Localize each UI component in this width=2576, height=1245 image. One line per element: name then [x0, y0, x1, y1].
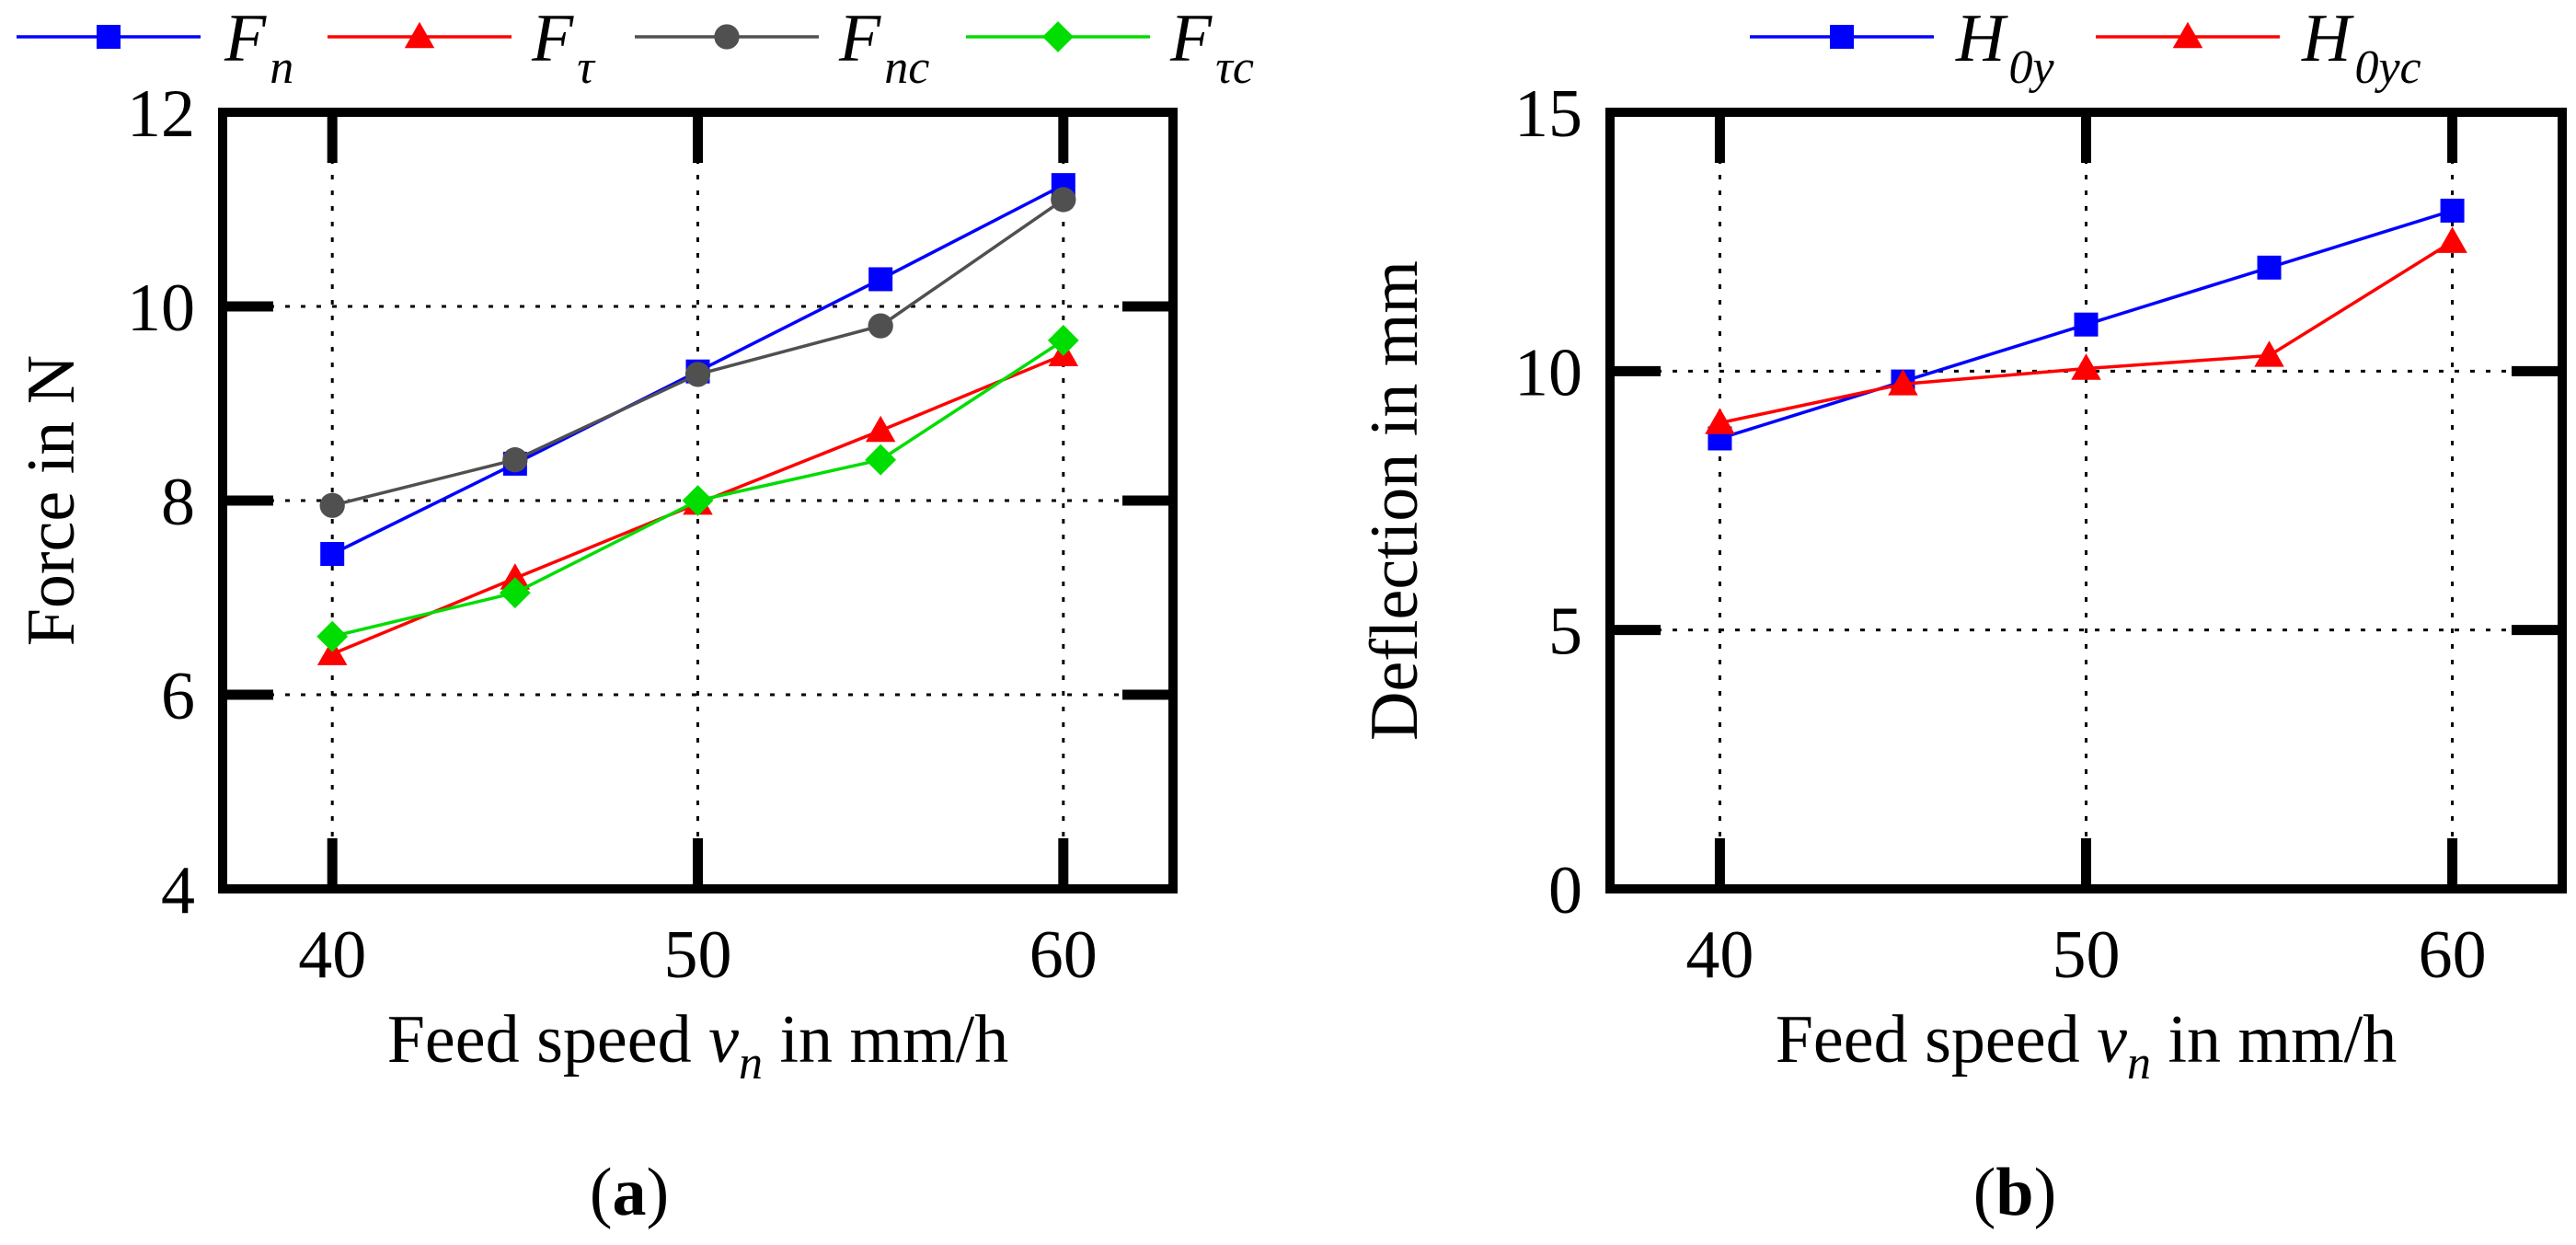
x-axis-title: Feed speed vn in mm/h — [387, 1002, 1008, 1089]
x-axis-title-var: v — [708, 1002, 739, 1078]
legend-entry: Fn — [17, 1, 293, 94]
y-tick-label: 4 — [161, 853, 195, 928]
data-point — [2257, 255, 2282, 280]
legend-label-sub: 0yc — [2354, 41, 2421, 94]
legend-label-main: F — [224, 1, 267, 76]
legend-label-main: F — [838, 1, 881, 76]
y-tick-label: 10 — [1514, 335, 1582, 410]
x-axis-title-var: v — [2097, 1002, 2127, 1078]
y-tick-label: 15 — [1514, 76, 1582, 152]
series-F-τc — [316, 325, 1079, 652]
legend-label: H0yc — [2301, 1, 2421, 94]
legend-entry: Fτ — [328, 1, 596, 94]
legend-label-sub: 0y — [2008, 41, 2054, 94]
legend-label-main: F — [531, 1, 574, 76]
data-point — [1047, 325, 1079, 356]
data-point — [316, 620, 349, 652]
legend-label: H0y — [1955, 1, 2054, 94]
y-axis-title: Force in N — [14, 355, 89, 647]
panel-label: (b) — [1973, 1155, 2056, 1230]
chart-b: 40 50 60 0 5 10 15 Feed speed vn in mm/h Deflect… — [1357, 1, 2567, 1230]
data-point — [500, 563, 531, 590]
data-point — [684, 362, 711, 387]
data-point — [1705, 408, 1735, 434]
data-point — [868, 267, 893, 292]
y-tick-label: 0 — [1548, 853, 1582, 928]
x-axis-title: Feed speed vn in mm/h — [1776, 1002, 2397, 1089]
legend-marker — [404, 21, 435, 49]
x-axis-title-sub: n — [2127, 1037, 2151, 1089]
x-tick-label: 40 — [298, 917, 366, 993]
data-point — [2074, 312, 2099, 337]
x-axis-title-suffix: in mm/h — [763, 1002, 1008, 1078]
x-tick-label: 40 — [1685, 917, 1754, 993]
y-axis-title: Deflection in mm — [1357, 260, 1432, 741]
legend-marker — [714, 24, 740, 50]
legend-entry: H0yc — [2096, 1, 2421, 94]
legend-label-sub: nc — [884, 41, 929, 94]
data-point — [2440, 198, 2465, 223]
x-axis-title-sub: n — [739, 1037, 763, 1089]
data-point — [868, 313, 893, 339]
x-axis-title-prefix: Feed speed — [387, 1002, 708, 1078]
data-point — [502, 447, 528, 473]
y-tick-label: 10 — [127, 271, 195, 346]
x-tick-label: 60 — [2419, 917, 2487, 993]
data-point — [865, 444, 897, 476]
legend-label-main: H — [1955, 1, 2008, 76]
legend-label: Fn — [224, 1, 293, 94]
legend-marker — [97, 25, 121, 49]
y-tick-label: 6 — [161, 659, 195, 734]
legend-entry: H0y — [1750, 1, 2054, 94]
x-axis-title-prefix: Feed speed — [1776, 1002, 2097, 1078]
data-point — [682, 485, 714, 516]
data-point — [499, 577, 531, 609]
x-tick-label: 50 — [2053, 917, 2121, 993]
panel-label-letter: b — [1995, 1155, 2033, 1230]
panel-label-letter: a — [613, 1155, 647, 1230]
legend-label: Fτc — [1169, 1, 1254, 94]
series-F-nc — [319, 187, 1076, 518]
y-tick-label: 8 — [161, 465, 195, 540]
y-tick-label: 5 — [1548, 594, 1582, 670]
panel-label: (a) — [590, 1155, 669, 1230]
legend-marker — [2172, 21, 2203, 49]
legend-entry: Fτc — [966, 1, 1254, 94]
y-tick-label: 12 — [127, 76, 195, 152]
legend-label-main: H — [2301, 1, 2354, 76]
data-point — [320, 542, 345, 567]
legend-label-sub: τc — [1215, 41, 1254, 94]
legend-label-main: F — [1169, 1, 1213, 76]
legend-label-sub: n — [270, 41, 293, 94]
data-point — [2437, 226, 2467, 253]
data-point — [2254, 340, 2284, 367]
legend-marker — [1830, 25, 1854, 49]
data-point — [1888, 369, 1918, 396]
legend-marker — [1042, 21, 1074, 52]
x-tick-label: 60 — [1029, 917, 1098, 993]
legend-label-sub: τ — [577, 41, 596, 94]
legend-label: Fnc — [838, 1, 929, 94]
data-point — [319, 492, 345, 518]
data-point — [316, 639, 348, 665]
x-axis-title-suffix: in mm/h — [2151, 1002, 2397, 1078]
data-point — [1051, 187, 1076, 213]
data-point — [865, 415, 896, 443]
data-point — [2071, 353, 2101, 380]
legend-entry: Fnc — [635, 1, 929, 94]
series-H-0yc — [1705, 226, 2467, 434]
legend-label: Fτ — [531, 1, 596, 94]
x-tick-label: 50 — [664, 917, 732, 993]
